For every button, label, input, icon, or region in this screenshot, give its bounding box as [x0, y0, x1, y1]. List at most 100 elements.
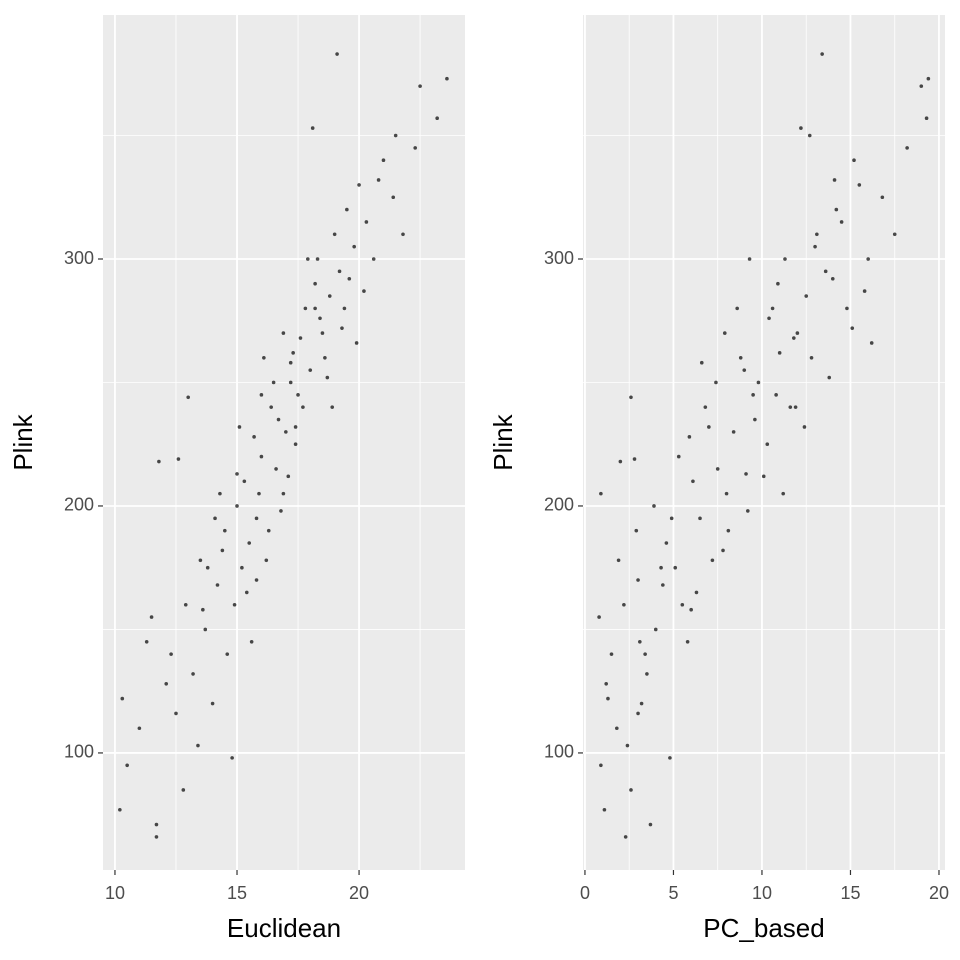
point — [687, 435, 692, 439]
point — [653, 627, 658, 632]
point — [357, 183, 361, 187]
point — [892, 232, 897, 237]
point — [599, 491, 603, 496]
point — [313, 281, 317, 286]
point — [286, 474, 291, 479]
point — [629, 788, 633, 792]
point — [279, 509, 283, 513]
point — [337, 269, 342, 274]
point — [715, 467, 720, 471]
point — [703, 405, 708, 409]
point — [354, 341, 359, 345]
point — [792, 336, 796, 340]
point — [815, 232, 819, 237]
point — [689, 607, 693, 612]
point — [249, 640, 254, 644]
point — [215, 583, 220, 587]
point — [274, 467, 278, 471]
point — [342, 306, 347, 311]
point — [220, 548, 225, 553]
point — [661, 583, 665, 587]
point — [259, 393, 264, 397]
point — [323, 355, 327, 360]
point — [327, 294, 332, 298]
point — [830, 276, 835, 281]
point — [291, 351, 295, 355]
point — [347, 276, 352, 281]
point — [747, 257, 752, 261]
point — [659, 565, 663, 570]
point — [401, 232, 405, 237]
point — [244, 590, 249, 595]
point — [203, 627, 208, 632]
point — [293, 425, 298, 429]
point — [308, 368, 313, 372]
point — [827, 375, 832, 380]
point — [176, 457, 181, 461]
point — [157, 459, 161, 464]
point — [924, 116, 929, 121]
point — [247, 541, 252, 545]
y-tick-label: 100 — [64, 742, 94, 762]
point — [120, 696, 125, 701]
panel-background — [103, 15, 465, 870]
point — [313, 306, 317, 311]
point — [210, 701, 215, 706]
point — [753, 417, 757, 422]
point — [839, 220, 844, 224]
point — [196, 743, 200, 748]
point — [615, 726, 619, 731]
point — [276, 417, 281, 422]
point — [201, 607, 205, 612]
point — [393, 133, 398, 138]
point — [648, 822, 653, 827]
point — [638, 640, 642, 644]
point — [154, 835, 159, 839]
point — [926, 76, 931, 81]
x-tick-label: 5 — [668, 883, 678, 903]
point — [218, 491, 222, 496]
x-tick-label: 10 — [105, 883, 125, 903]
point — [335, 52, 339, 56]
x-tick-label: 10 — [752, 883, 772, 903]
point — [623, 835, 628, 839]
point — [685, 640, 690, 644]
point — [919, 84, 924, 88]
point — [905, 146, 909, 150]
point — [352, 244, 356, 249]
point — [254, 578, 259, 582]
point — [751, 393, 755, 397]
point — [714, 380, 718, 385]
point — [602, 807, 607, 812]
point — [691, 479, 695, 484]
point — [742, 368, 747, 372]
point — [223, 528, 227, 533]
point — [332, 232, 337, 237]
point — [777, 351, 782, 355]
point — [305, 257, 310, 261]
point — [181, 788, 186, 792]
point — [761, 474, 766, 479]
point — [213, 516, 217, 521]
point — [722, 331, 727, 335]
point — [756, 380, 761, 385]
point — [731, 430, 736, 434]
point — [235, 472, 239, 476]
point — [699, 360, 704, 365]
point — [634, 528, 639, 533]
point — [622, 602, 626, 607]
point — [781, 491, 786, 496]
y-tick-label: 300 — [64, 248, 94, 268]
point — [597, 615, 601, 619]
point — [852, 158, 856, 163]
point — [254, 516, 259, 521]
point — [310, 126, 315, 130]
point — [698, 516, 702, 521]
point — [599, 763, 603, 768]
y-axis-title: Plink — [488, 413, 518, 470]
point — [618, 459, 623, 464]
point — [738, 355, 743, 360]
point — [125, 763, 129, 768]
point — [288, 360, 293, 365]
point — [724, 491, 729, 496]
